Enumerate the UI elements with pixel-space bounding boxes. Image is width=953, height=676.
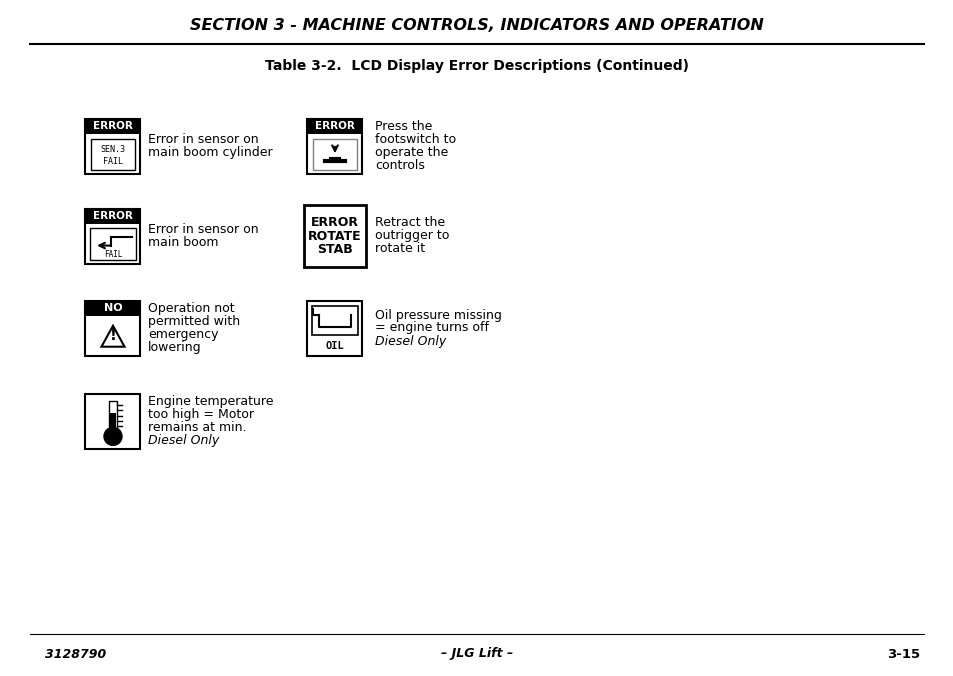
Text: ERROR: ERROR: [93, 211, 132, 221]
Text: SECTION 3 - MACHINE CONTROLS, INDICATORS AND OPERATION: SECTION 3 - MACHINE CONTROLS, INDICATORS…: [190, 18, 763, 32]
Text: ERROR: ERROR: [314, 121, 355, 131]
Text: Diesel Only: Diesel Only: [148, 434, 219, 447]
Text: main boom: main boom: [148, 236, 218, 249]
Bar: [313, 139, 356, 170]
Text: outrigger to: outrigger to: [375, 229, 449, 243]
Text: Error in sensor on: Error in sensor on: [148, 133, 258, 146]
Text: !: !: [110, 328, 116, 343]
Text: Table 3-2.  LCD Display Error Descriptions (Continued): Table 3-2. LCD Display Error Description…: [265, 59, 688, 73]
Bar: [86, 208, 140, 224]
Bar: [90, 228, 136, 260]
Bar: [304, 205, 366, 267]
Text: 3128790: 3128790: [45, 648, 106, 660]
Text: 3-15: 3-15: [886, 648, 919, 660]
Bar: [307, 301, 362, 356]
Text: STAB: STAB: [316, 243, 353, 256]
Text: operate the: operate the: [375, 146, 448, 159]
Text: Engine temperature: Engine temperature: [148, 395, 274, 408]
Text: rotate it: rotate it: [375, 243, 425, 256]
Text: emergency: emergency: [148, 328, 218, 341]
Text: ERROR: ERROR: [311, 216, 358, 229]
Text: SEN.3: SEN.3: [100, 145, 126, 155]
Text: remains at min.: remains at min.: [148, 421, 246, 434]
Bar: [109, 401, 117, 429]
Text: FAIL: FAIL: [103, 157, 123, 166]
Text: controls: controls: [375, 159, 424, 172]
Text: Press the: Press the: [375, 120, 432, 133]
Bar: [110, 412, 116, 429]
Circle shape: [104, 427, 122, 445]
Text: lowering: lowering: [148, 341, 201, 354]
Text: NO: NO: [104, 304, 122, 313]
Bar: [91, 139, 135, 170]
Text: main boom cylinder: main boom cylinder: [148, 146, 273, 159]
Text: Oil pressure missing: Oil pressure missing: [375, 308, 501, 322]
Bar: [307, 118, 362, 174]
Bar: [86, 393, 140, 448]
Bar: [86, 118, 140, 134]
Text: FAIL: FAIL: [104, 249, 122, 258]
Text: ROTATE: ROTATE: [308, 229, 361, 243]
Text: Retract the: Retract the: [375, 216, 445, 229]
Bar: [86, 118, 140, 174]
Text: permitted with: permitted with: [148, 315, 240, 328]
Bar: [86, 301, 140, 316]
Bar: [86, 208, 140, 264]
Text: too high = Motor: too high = Motor: [148, 408, 253, 421]
Text: – JLG Lift –: – JLG Lift –: [440, 648, 513, 660]
Bar: [312, 306, 357, 335]
Text: OIL: OIL: [325, 341, 344, 351]
Text: = engine turns off: = engine turns off: [375, 322, 489, 335]
Bar: [86, 301, 140, 356]
Text: Diesel Only: Diesel Only: [375, 335, 446, 347]
Text: Operation not: Operation not: [148, 302, 234, 315]
Bar: [307, 118, 362, 134]
Text: Error in sensor on: Error in sensor on: [148, 223, 258, 236]
Text: ERROR: ERROR: [93, 121, 132, 131]
Text: footswitch to: footswitch to: [375, 133, 456, 146]
